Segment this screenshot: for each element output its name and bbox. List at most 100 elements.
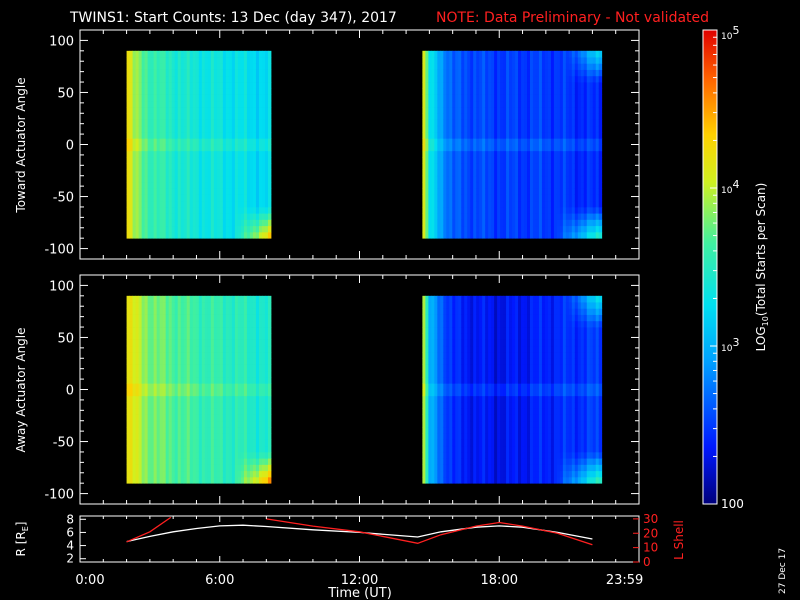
heatmap-cell	[195, 75, 200, 83]
heatmap-cell	[541, 169, 546, 177]
heatmap-cell	[210, 69, 215, 77]
heatmap-cell	[150, 57, 155, 64]
heatmap-cell	[583, 88, 588, 95]
heatmap-cell	[252, 414, 257, 422]
heatmap-cell	[156, 100, 161, 108]
heatmap-cell	[571, 138, 576, 145]
heatmap-cell	[219, 50, 224, 58]
heatmap-cell	[198, 358, 203, 365]
heatmap-cell	[261, 439, 266, 447]
heatmap-cell	[150, 470, 155, 478]
heatmap-cell	[210, 169, 215, 177]
heatmap-cell	[156, 470, 161, 478]
heatmap-cell	[237, 188, 242, 195]
heatmap-cell	[476, 50, 480, 58]
heatmap-cell	[231, 125, 236, 133]
heatmap-cell	[562, 194, 567, 202]
heatmap-cell	[213, 156, 218, 164]
heatmap-cell	[225, 445, 230, 453]
heatmap-cell	[509, 194, 513, 202]
heatmap-cell	[207, 94, 212, 102]
heatmap-cell	[470, 175, 474, 183]
heatmap-cell	[437, 100, 441, 108]
heatmap-cell	[592, 100, 597, 108]
heatmap-cell	[544, 132, 549, 139]
heatmap-cell	[132, 63, 137, 70]
heatmap-cell	[264, 358, 269, 365]
heatmap-cell	[207, 476, 212, 484]
heatmap-cell	[476, 181, 480, 189]
heatmap-cell	[159, 219, 164, 227]
heatmap-cell	[141, 302, 146, 309]
heatmap-cell	[171, 308, 176, 315]
heatmap-cell	[141, 57, 146, 64]
heatmap-cell	[434, 138, 438, 145]
heatmap-cell	[165, 150, 170, 158]
heatmap-cell	[132, 308, 137, 315]
heatmap-cell	[225, 451, 230, 459]
heatmap-cell	[258, 470, 263, 478]
heatmap-cell	[132, 414, 137, 422]
heatmap-cell	[126, 364, 130, 372]
heatmap-cell	[228, 200, 233, 208]
heatmap-cell	[258, 169, 263, 177]
heatmap-cell	[267, 82, 272, 89]
heatmap-cell	[598, 50, 603, 58]
heatmap-cell	[162, 295, 167, 303]
heatmap-cell	[446, 63, 450, 70]
heatmap-cell	[216, 352, 221, 359]
heatmap-cell	[201, 295, 206, 303]
heatmap-cell	[186, 358, 191, 365]
heatmap-cell	[186, 138, 191, 145]
heatmap-cell	[249, 57, 254, 64]
heatmap-cell	[195, 213, 200, 220]
heatmap-cell	[240, 50, 245, 58]
heatmap-cell	[524, 50, 528, 58]
heatmap-cell	[428, 75, 432, 83]
heatmap-cell	[252, 370, 257, 378]
heatmap-cell	[562, 107, 567, 114]
heatmap-cell	[180, 420, 185, 428]
heatmap-cell	[228, 395, 233, 403]
heatmap-cell	[243, 370, 248, 378]
heatmap-cell	[228, 476, 233, 484]
heatmap-cell	[210, 188, 215, 195]
heatmap-cell	[150, 458, 155, 465]
heatmap-cell	[261, 200, 266, 208]
heatmap-cell	[580, 138, 585, 145]
heatmap-cell	[228, 156, 233, 164]
heatmap-cell	[553, 138, 558, 145]
heatmap-cell	[491, 125, 495, 133]
heatmap-cell	[246, 314, 251, 322]
heatmap-cell	[586, 213, 591, 220]
heatmap-cell	[192, 377, 197, 384]
heatmap-cell	[174, 132, 179, 139]
heatmap-cell	[129, 69, 133, 77]
heatmap-cell	[494, 63, 498, 70]
heatmap-cell	[249, 458, 254, 465]
heatmap-cell	[488, 163, 492, 170]
heatmap-cell	[147, 82, 152, 89]
heatmap-cell	[482, 82, 486, 89]
heatmap-cell	[470, 50, 474, 58]
heatmap-cell	[488, 150, 492, 158]
heatmap-cell	[201, 69, 206, 77]
heatmap-cell	[129, 82, 133, 89]
heatmap-cell	[207, 308, 212, 315]
heatmap-cell	[165, 364, 170, 372]
heatmap-cell	[219, 113, 224, 120]
heatmap-cell	[228, 219, 233, 227]
heatmap-cell	[422, 352, 426, 359]
heatmap-cell	[437, 408, 441, 415]
heatmap-cell	[204, 163, 209, 170]
heatmap-cell	[565, 156, 570, 164]
heatmap-cell	[437, 50, 441, 58]
heatmap-cell	[138, 75, 143, 83]
heatmap-cell	[219, 69, 224, 77]
heatmap-cell	[243, 389, 248, 397]
heatmap-cell	[183, 320, 188, 328]
heatmap-cell	[243, 295, 248, 303]
heatmap-cell	[240, 219, 245, 227]
heatmap-cell	[443, 113, 447, 120]
heatmap-cell	[455, 200, 459, 208]
